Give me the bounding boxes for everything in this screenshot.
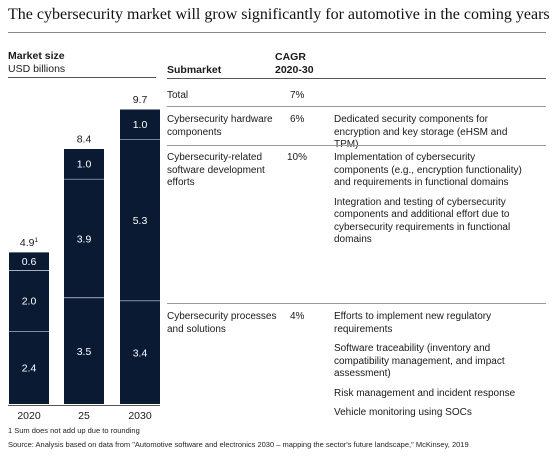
market-size-header: Market size: [8, 50, 65, 62]
description-text: Dedicated security components for encryp…: [334, 114, 508, 150]
bar-segment: [9, 251, 49, 271]
row-divider: [167, 145, 546, 146]
bar-segment: [120, 300, 160, 404]
segment-label: 3.9: [77, 233, 92, 245]
bar-segment: [64, 148, 104, 179]
bar-segment: [64, 178, 104, 298]
source-note: Source: Analysis based on data from "Aut…: [8, 440, 469, 449]
row-cagr-software: 10%: [287, 152, 308, 163]
row-name-hardware: Cybersecurity hardware components: [167, 114, 273, 138]
footnote-marker: 1: [34, 237, 38, 244]
row-cagr-processes: 4%: [290, 311, 305, 322]
row-name-processes: Cybersecurity processes and solutions: [167, 311, 277, 335]
cagr-header: CAGR 2020-30: [275, 51, 314, 76]
category-label: 2020: [17, 410, 41, 422]
row-name-software: Cybersecurity-related software developme…: [167, 152, 265, 188]
row-divider: [167, 106, 546, 107]
bar-segment: [64, 297, 104, 404]
segment-label: 1.0: [77, 159, 92, 171]
row-cagr-total: 7%: [290, 90, 305, 101]
segment-label: 0.6: [22, 256, 37, 268]
unit-label: USD billions: [8, 63, 66, 75]
category-label: 25: [78, 410, 90, 422]
description-text: Software traceability (inventory and com…: [334, 343, 505, 379]
bar-segment: [9, 331, 49, 404]
row-cagr-hardware: 6%: [290, 114, 305, 125]
header-rule-right: [167, 78, 546, 79]
row-divider: [167, 303, 546, 304]
header-rule-left: [8, 77, 156, 78]
footnote: 1 Sum does not add up due to rounding: [8, 426, 140, 435]
bar-segment: [120, 139, 160, 301]
segment-label: 2.4: [22, 363, 37, 375]
description-text: Implementation of cybersecurity componen…: [334, 152, 522, 188]
category-label: 2030: [128, 410, 152, 422]
chart-title: The cybersecurity market will grow signi…: [8, 6, 550, 23]
bar-segment: [9, 270, 49, 331]
segment-label: 1.0: [133, 119, 148, 131]
segment-label: 5.3: [133, 215, 148, 227]
description-text: Efforts to implement new regulatory requ…: [334, 311, 492, 335]
description-text: Risk management and incident response: [334, 387, 516, 399]
segment-label: 2.0: [22, 296, 37, 308]
row-desc-hardware: Dedicated security components for encryp…: [334, 114, 534, 159]
submarket-header: Submarket: [167, 64, 222, 76]
total-label: 8.4: [77, 134, 92, 146]
title-divider: [8, 32, 546, 33]
total-label: 9.7: [133, 94, 148, 106]
row-desc-processes: Efforts to implement new regulatory requ…: [334, 311, 534, 427]
segment-label: 3.4: [133, 347, 148, 359]
bar-segment: [120, 109, 160, 140]
description-text: Vehicle monitoring using SOCs: [334, 407, 472, 418]
x-axis-line: [8, 405, 160, 406]
segment-label: 3.5: [77, 346, 92, 358]
description-text: Integration and testing of cybersecurity…: [334, 196, 511, 246]
row-desc-software: Implementation of cybersecurity componen…: [334, 152, 530, 254]
row-name-total: Total: [167, 90, 189, 101]
total-label: 4.91: [20, 237, 39, 249]
